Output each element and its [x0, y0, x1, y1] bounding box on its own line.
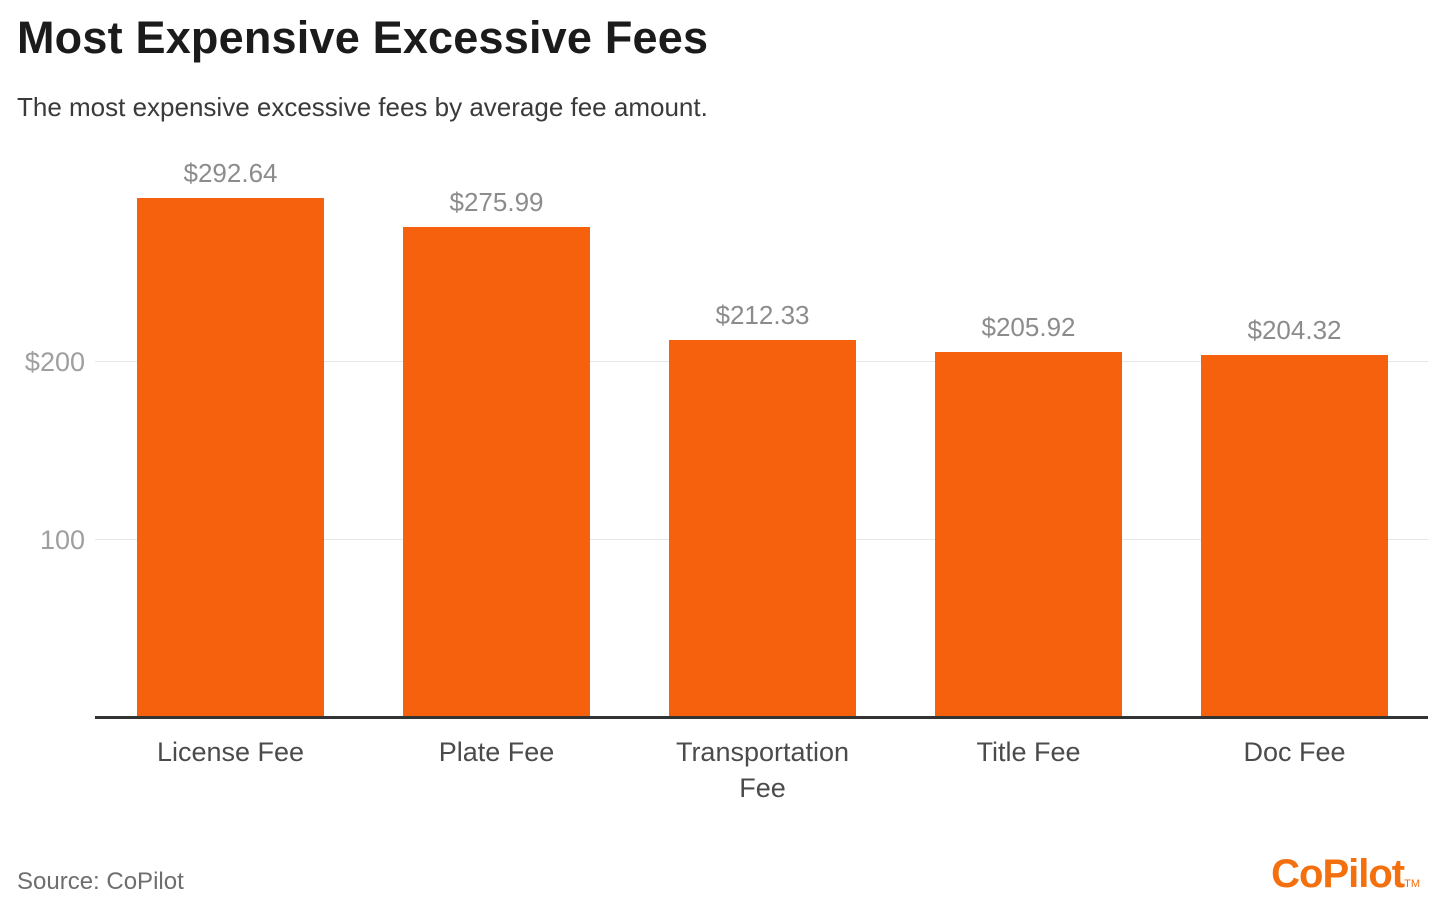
x-axis-category-label: Plate Fee [438, 737, 555, 767]
chart-subtitle: The most expensive excessive fees by ave… [17, 92, 708, 122]
bar-value-label: $275.99 [449, 187, 544, 218]
x-axis-category-label: Doc Fee [1243, 737, 1346, 767]
bar-value-label: $292.64 [183, 157, 278, 188]
bar-license-fee [137, 197, 324, 718]
bar-title-fee [935, 351, 1122, 718]
x-axis-category-label: Title Fee [976, 737, 1081, 767]
bar-value-label: $205.92 [981, 311, 1076, 342]
trademark-symbol: TM [1404, 878, 1420, 890]
bar-chart-plot-area: $292.64 $275.99 $212.33 $205.92 $204.32 [95, 140, 1428, 718]
bar-doc-fee [1201, 354, 1388, 718]
x-axis-line [95, 716, 1428, 719]
copilot-logo: CoPilotTM [1271, 852, 1420, 897]
bar-value-label: $204.32 [1247, 314, 1342, 345]
chart-title: Most Expensive Excessive Fees [17, 12, 709, 63]
bar-plate-fee [403, 227, 590, 718]
x-axis-category-label: License Fee [156, 737, 305, 767]
x-axis-category-label: Transportation Fee [675, 737, 850, 803]
source-note: Source: CoPilot [17, 868, 184, 895]
bar-value-label: $212.33 [715, 300, 810, 331]
copilot-logo-text: CoPilot [1271, 852, 1405, 896]
bar-transportation-fee [669, 340, 856, 718]
y-axis-tick-label: 100 [39, 525, 85, 556]
y-axis-tick-label: $200 [24, 347, 85, 378]
